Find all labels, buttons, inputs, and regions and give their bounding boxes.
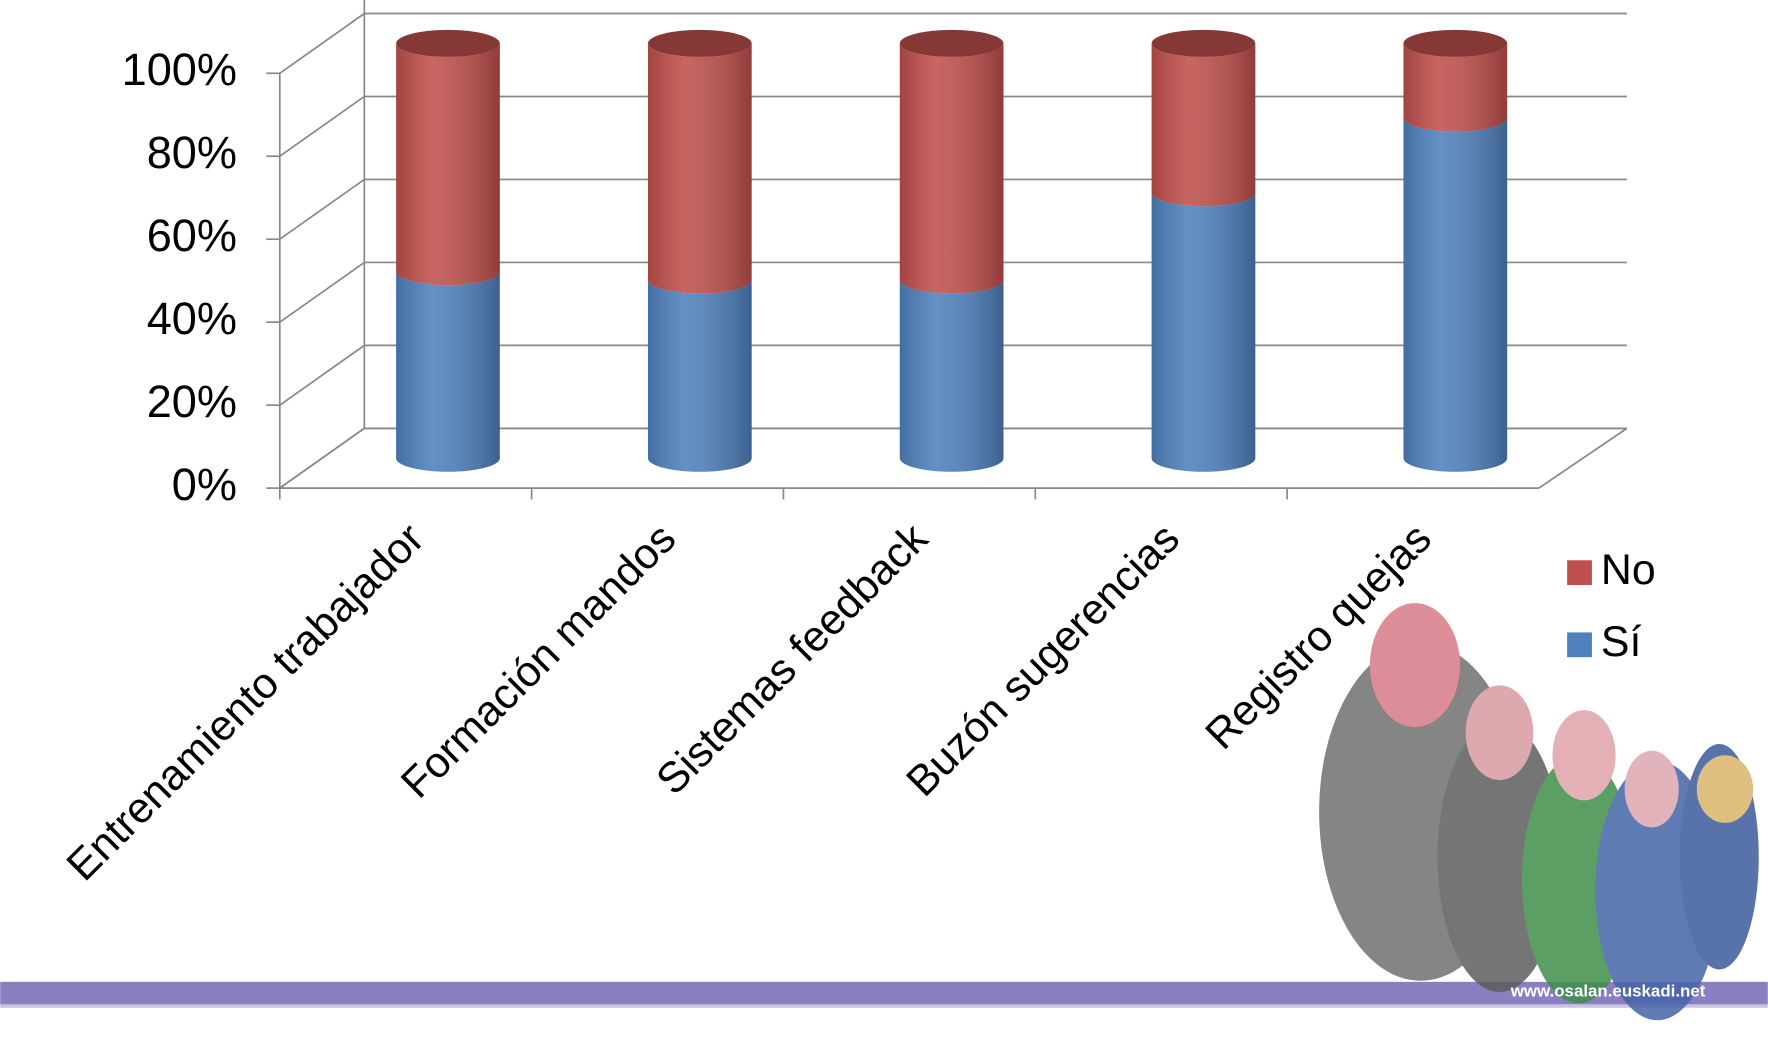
x-tick-label: Entrenamiento trabajador <box>58 514 434 890</box>
bar-cap <box>1403 29 1508 57</box>
footer-url: www.osalan.euskadi.net <box>1510 981 1706 1000</box>
footer-line <box>0 1004 1768 1008</box>
legend-swatch <box>1567 632 1592 658</box>
x-tick-label: Buzón sugerencias <box>897 514 1189 806</box>
bar-shade <box>1403 43 1508 132</box>
footer <box>0 981 1768 1008</box>
bar-cap <box>899 29 1004 57</box>
legend-label: No <box>1601 546 1656 594</box>
y-tick-label: 40% <box>147 293 237 344</box>
bar-shade <box>396 271 500 472</box>
x-tick-label: Sistemas feedback <box>647 514 937 804</box>
x-tick-label: Formación mandos <box>392 514 685 807</box>
y-tick-label: 60% <box>147 210 237 261</box>
legend-swatch <box>1567 560 1592 586</box>
bar-shade <box>899 43 1004 294</box>
y-tick-label: 20% <box>147 376 237 427</box>
bar-shade <box>1151 43 1256 207</box>
bar-shade <box>1403 118 1508 472</box>
cartoon <box>1319 603 1759 1021</box>
bar-shade <box>1151 192 1256 472</box>
y-tick-label: 80% <box>147 127 237 178</box>
legend-label: Sí <box>1601 618 1642 666</box>
bar-cap <box>1151 29 1256 57</box>
footer-band <box>0 981 1768 1005</box>
bar-shade <box>396 43 500 286</box>
bar-cap <box>647 29 752 57</box>
bar-cap <box>396 29 500 57</box>
bar-shade <box>647 279 752 472</box>
grid-line <box>279 12 1627 74</box>
y-tick-label: 0% <box>172 459 237 510</box>
bar-shade <box>899 279 1004 472</box>
bar-shade <box>647 43 752 294</box>
y-tick-label: 100% <box>122 44 237 95</box>
